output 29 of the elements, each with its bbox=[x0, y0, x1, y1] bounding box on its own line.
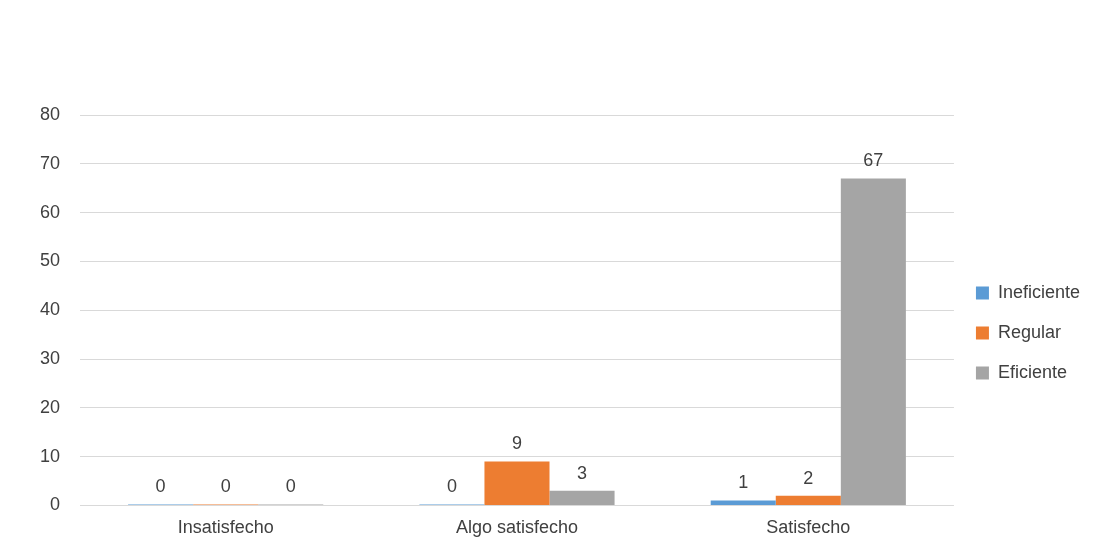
data-label: 67 bbox=[863, 150, 884, 171]
bar bbox=[484, 461, 550, 505]
bar bbox=[840, 178, 906, 505]
legend-label: Regular bbox=[997, 321, 1061, 342]
data-label: 0 bbox=[220, 476, 231, 497]
x-tick-label: Insatisfecho bbox=[177, 517, 274, 538]
data-label: 0 bbox=[446, 476, 457, 497]
bar bbox=[549, 490, 615, 505]
y-tick-label: 20 bbox=[39, 396, 61, 417]
data-label: 1 bbox=[738, 472, 749, 493]
bar bbox=[710, 500, 776, 505]
x-tick-label: Algo satisfecho bbox=[455, 517, 579, 538]
data-label: 2 bbox=[803, 467, 814, 488]
y-tick-label: 60 bbox=[39, 201, 61, 222]
legend-label: Ineficiente bbox=[997, 281, 1081, 302]
legend-label: Eficiente bbox=[997, 361, 1067, 382]
data-label: 3 bbox=[577, 462, 588, 483]
data-label: 9 bbox=[511, 433, 522, 454]
bar bbox=[775, 495, 841, 505]
y-tick-label: 40 bbox=[39, 299, 61, 320]
y-tick-label: 50 bbox=[39, 250, 61, 271]
y-tick-label: 30 bbox=[39, 347, 61, 368]
y-tick-label: 70 bbox=[39, 152, 61, 173]
y-tick-label: 10 bbox=[39, 445, 61, 466]
data-label: 0 bbox=[285, 476, 296, 497]
data-label: 0 bbox=[155, 476, 166, 497]
x-tick-label: Satisfecho bbox=[766, 517, 851, 538]
y-tick-label: 0 bbox=[50, 494, 61, 515]
y-tick-label: 80 bbox=[39, 103, 61, 124]
